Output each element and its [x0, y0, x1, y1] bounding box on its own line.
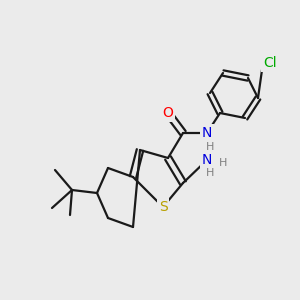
Text: H: H [218, 158, 227, 168]
Text: Cl: Cl [263, 56, 277, 70]
Text: H: H [206, 142, 214, 152]
Text: H: H [206, 169, 214, 178]
Text: N: N [202, 153, 212, 167]
Text: S: S [159, 200, 167, 214]
Text: O: O [163, 106, 173, 120]
Text: N: N [202, 126, 212, 140]
